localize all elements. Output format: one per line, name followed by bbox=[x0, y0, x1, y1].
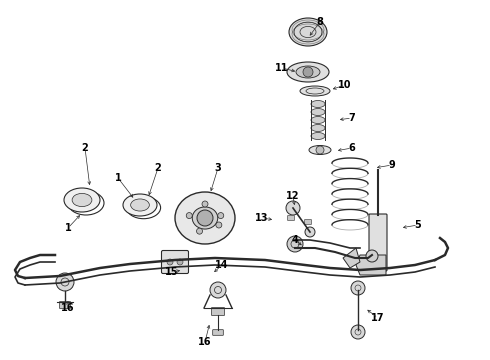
Circle shape bbox=[305, 227, 315, 237]
Circle shape bbox=[366, 250, 378, 262]
Text: 16: 16 bbox=[198, 337, 212, 347]
Circle shape bbox=[287, 236, 303, 252]
Ellipse shape bbox=[311, 117, 325, 123]
FancyBboxPatch shape bbox=[369, 214, 387, 271]
Circle shape bbox=[167, 259, 173, 265]
Circle shape bbox=[56, 273, 74, 291]
Ellipse shape bbox=[300, 86, 330, 96]
FancyBboxPatch shape bbox=[304, 220, 312, 225]
Text: 14: 14 bbox=[215, 260, 229, 270]
Text: 9: 9 bbox=[389, 160, 395, 170]
Polygon shape bbox=[343, 248, 360, 268]
Circle shape bbox=[316, 146, 324, 154]
Text: 2: 2 bbox=[155, 163, 161, 173]
Ellipse shape bbox=[192, 207, 218, 229]
FancyBboxPatch shape bbox=[288, 216, 294, 220]
Text: 6: 6 bbox=[348, 143, 355, 153]
Ellipse shape bbox=[309, 145, 331, 154]
Ellipse shape bbox=[289, 18, 327, 46]
Circle shape bbox=[177, 259, 183, 265]
FancyBboxPatch shape bbox=[213, 330, 223, 335]
Circle shape bbox=[197, 210, 213, 226]
Polygon shape bbox=[356, 255, 386, 275]
Circle shape bbox=[202, 201, 208, 207]
Text: 16: 16 bbox=[61, 303, 75, 313]
FancyBboxPatch shape bbox=[59, 302, 71, 309]
FancyBboxPatch shape bbox=[212, 307, 224, 315]
Text: 10: 10 bbox=[338, 80, 352, 90]
Ellipse shape bbox=[72, 193, 92, 207]
Text: 8: 8 bbox=[317, 17, 323, 27]
Text: 5: 5 bbox=[415, 220, 421, 230]
Circle shape bbox=[286, 201, 300, 215]
FancyBboxPatch shape bbox=[162, 251, 189, 274]
Text: 7: 7 bbox=[348, 113, 355, 123]
Text: 3: 3 bbox=[215, 163, 221, 173]
Text: 12: 12 bbox=[286, 191, 300, 201]
Ellipse shape bbox=[123, 194, 157, 216]
Ellipse shape bbox=[287, 62, 329, 82]
Circle shape bbox=[218, 212, 224, 219]
Ellipse shape bbox=[131, 199, 149, 211]
Ellipse shape bbox=[311, 108, 325, 116]
Text: 15: 15 bbox=[165, 267, 179, 277]
Circle shape bbox=[210, 282, 226, 298]
Text: 11: 11 bbox=[275, 63, 289, 73]
Ellipse shape bbox=[175, 192, 235, 244]
Circle shape bbox=[351, 325, 365, 339]
Text: 17: 17 bbox=[371, 313, 385, 323]
Ellipse shape bbox=[296, 66, 320, 78]
Circle shape bbox=[216, 222, 222, 228]
Ellipse shape bbox=[64, 188, 100, 212]
Circle shape bbox=[196, 228, 202, 234]
Text: 1: 1 bbox=[115, 173, 122, 183]
Ellipse shape bbox=[311, 100, 325, 108]
Circle shape bbox=[186, 212, 192, 219]
Text: 13: 13 bbox=[255, 213, 269, 223]
Circle shape bbox=[351, 281, 365, 295]
Circle shape bbox=[303, 67, 313, 77]
Ellipse shape bbox=[311, 132, 325, 139]
Text: 4: 4 bbox=[292, 235, 298, 245]
Ellipse shape bbox=[311, 125, 325, 131]
Text: 1: 1 bbox=[65, 223, 72, 233]
Text: 2: 2 bbox=[82, 143, 88, 153]
